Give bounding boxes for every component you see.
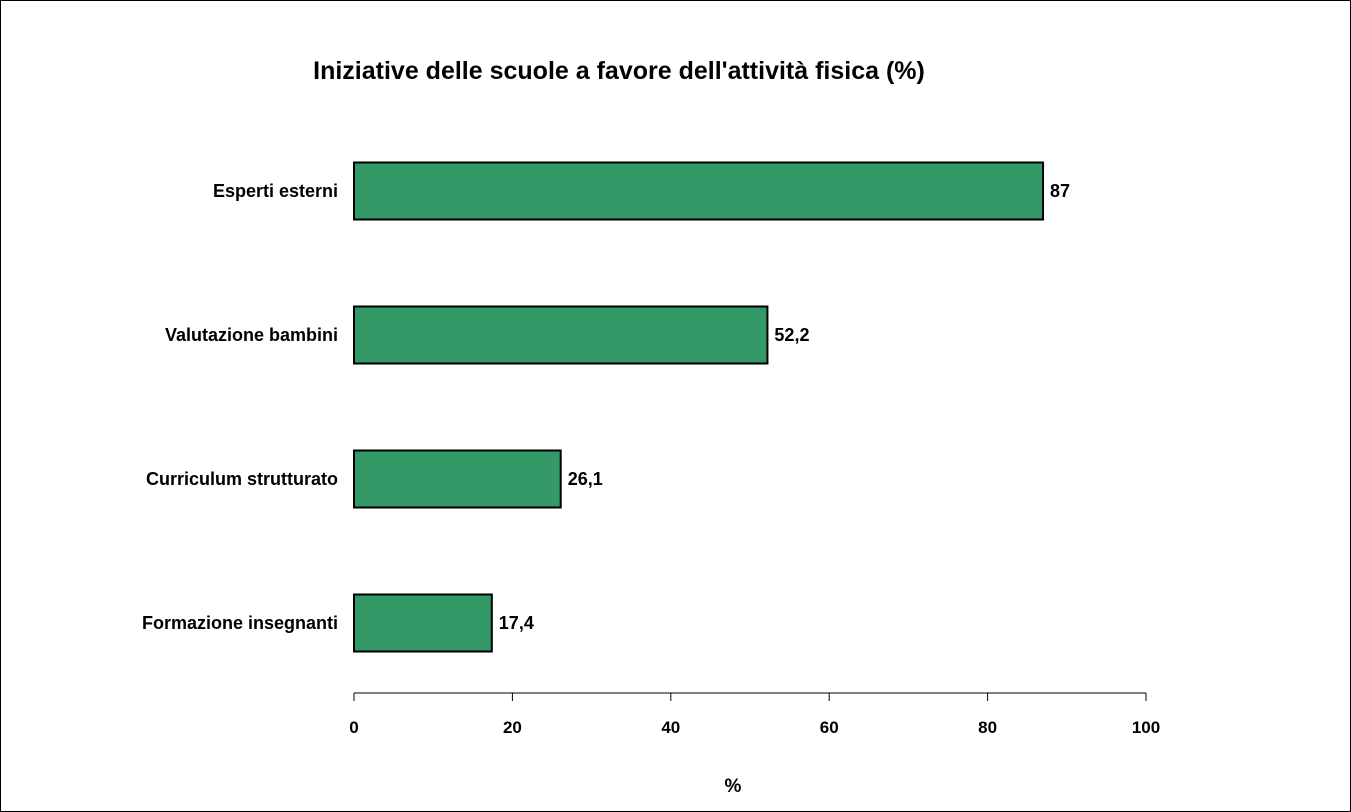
bars-group: Esperti esterni 87 Valutazione bambini 52,2… xyxy=(142,161,1070,653)
category-label: Valutazione bambini xyxy=(165,325,338,345)
x-axis: 0 20 40 60 80 100 xyxy=(349,692,1160,737)
x-axis-title: % xyxy=(725,776,742,797)
bar xyxy=(353,305,769,365)
x-tick-label: 100 xyxy=(1132,718,1160,737)
value-label: 26,1 xyxy=(568,469,603,489)
x-tick-label: 0 xyxy=(349,718,358,737)
category-label: Formazione insegnanti xyxy=(142,613,338,633)
chart-title: Iniziative delle scuole a favore dell'at… xyxy=(313,57,925,85)
value-label: 17,4 xyxy=(499,613,534,633)
bar xyxy=(353,161,1045,221)
x-tick-label: 60 xyxy=(820,718,839,737)
value-label: 52,2 xyxy=(774,325,809,345)
x-tick-label: 20 xyxy=(503,718,522,737)
x-tick-label: 80 xyxy=(978,718,997,737)
value-label: 87 xyxy=(1050,181,1070,201)
x-tick-label: 40 xyxy=(661,718,680,737)
bar xyxy=(353,449,562,509)
category-label: Curriculum strutturato xyxy=(146,469,338,489)
category-label: Esperti esterni xyxy=(213,181,338,201)
bar xyxy=(353,593,493,653)
